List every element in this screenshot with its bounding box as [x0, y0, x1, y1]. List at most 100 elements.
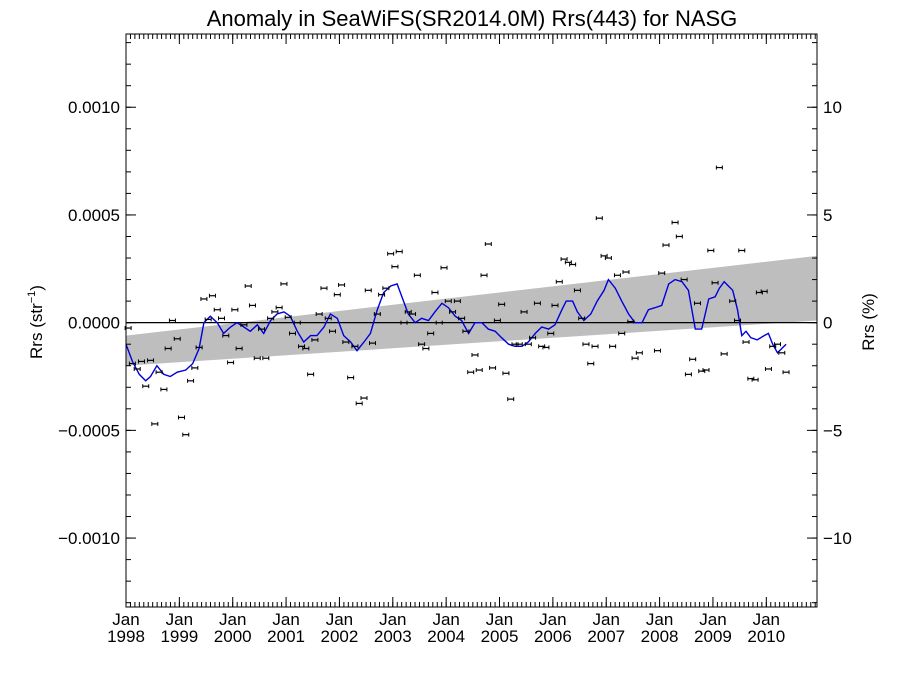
right-tick-label: 10	[823, 98, 842, 117]
data-point	[711, 280, 719, 285]
data-point	[177, 415, 185, 420]
right-tick-label: −5	[823, 421, 842, 440]
x-tick-year-label: 2006	[534, 627, 572, 646]
plot-area	[124, 33, 818, 608]
x-tick-year-label: 2009	[694, 627, 732, 646]
x-tick-month-label: Jan	[326, 610, 353, 629]
data-point	[524, 342, 532, 347]
left-y-axis: 0.0010 0.0005 0.0000 −0.0005 −0.0010	[58, 42, 136, 604]
right-tick-label: −10	[823, 529, 852, 548]
x-tick-year-label: 2003	[374, 627, 412, 646]
data-point	[720, 351, 728, 356]
data-point	[635, 350, 643, 355]
data-point	[418, 342, 426, 347]
data-point	[782, 370, 790, 375]
data-point	[591, 344, 599, 349]
data-point	[587, 361, 595, 366]
data-point	[493, 318, 501, 323]
x-tick-year-label: 1998	[107, 627, 145, 646]
left-axis-title-sup: −1	[26, 291, 38, 304]
data-point	[364, 288, 372, 293]
x-tick-year-label: 2007	[587, 627, 625, 646]
data-point	[271, 309, 279, 314]
data-point	[208, 293, 216, 298]
data-point	[288, 331, 296, 336]
x-tick-month-label: Jan	[646, 610, 673, 629]
data-point	[182, 432, 190, 437]
left-tick-label: −0.0010	[58, 529, 120, 548]
data-point	[529, 335, 537, 340]
data-point	[671, 220, 679, 225]
data-point	[280, 281, 288, 286]
data-point	[191, 365, 199, 370]
data-point	[347, 375, 355, 380]
x-tick-year-label: 2004	[427, 627, 465, 646]
data-point	[444, 299, 452, 304]
left-axis-title-text: Rrs (str	[27, 303, 46, 359]
data-point	[378, 292, 386, 297]
data-point	[480, 273, 488, 278]
data-point	[142, 384, 150, 389]
data-point	[222, 333, 230, 338]
data-point	[395, 249, 403, 254]
data-point	[155, 370, 163, 375]
plot-frame	[125, 33, 818, 608]
data-point	[471, 352, 479, 357]
data-point	[213, 307, 221, 312]
left-axis-title-close: )	[27, 285, 46, 291]
data-point	[622, 270, 630, 275]
data-point	[200, 296, 208, 301]
data-point	[600, 253, 608, 258]
x-tick-year-label: 2002	[321, 627, 359, 646]
data-point	[578, 316, 586, 321]
data-point	[738, 248, 746, 253]
data-point	[533, 301, 541, 306]
data-point	[409, 312, 417, 317]
data-point	[293, 320, 301, 325]
right-axis-title: Rrs (%)	[859, 293, 878, 351]
data-point	[187, 378, 195, 383]
trend-band	[126, 255, 817, 366]
data-point	[387, 251, 395, 256]
data-point	[231, 307, 239, 312]
right-tick-label: 0	[823, 314, 832, 333]
x-tick-year-label: 2005	[481, 627, 519, 646]
data-point	[542, 345, 550, 350]
x-axis: Jan1998Jan1999Jan2000Jan2001Jan2002Jan20…	[107, 34, 816, 646]
data-point	[422, 346, 430, 351]
data-point	[733, 318, 741, 323]
data-point	[774, 342, 782, 347]
data-point	[342, 340, 350, 345]
data-point	[267, 316, 275, 321]
data-point	[195, 345, 203, 350]
monthly-anomaly-points	[124, 165, 790, 437]
x-tick-month-label: Jan	[432, 610, 459, 629]
data-point	[707, 248, 715, 253]
data-point	[662, 243, 670, 248]
data-point	[582, 342, 590, 347]
x-tick-year-label: 2001	[267, 627, 305, 646]
data-point	[168, 318, 176, 323]
data-point	[778, 350, 786, 355]
data-point	[240, 322, 248, 327]
data-point	[742, 340, 750, 345]
x-tick-month-label: Jan	[272, 610, 299, 629]
data-point	[453, 299, 461, 304]
data-point	[613, 273, 621, 278]
data-point	[427, 331, 435, 336]
x-tick-month-label: Jan	[753, 610, 780, 629]
data-point	[769, 344, 777, 349]
data-point	[244, 284, 252, 289]
chart-title: Anomaly in SeaWiFS(SR2014.0M) Rrs(443) f…	[207, 6, 738, 31]
data-point	[333, 292, 341, 297]
data-point	[458, 316, 466, 321]
data-point	[360, 396, 368, 401]
x-tick-month-label: Jan	[379, 610, 406, 629]
data-point	[609, 344, 617, 349]
data-point	[328, 329, 336, 334]
data-point	[351, 344, 359, 349]
data-point	[173, 336, 181, 341]
data-point	[204, 317, 212, 322]
data-point	[515, 342, 523, 347]
data-point	[369, 341, 377, 346]
